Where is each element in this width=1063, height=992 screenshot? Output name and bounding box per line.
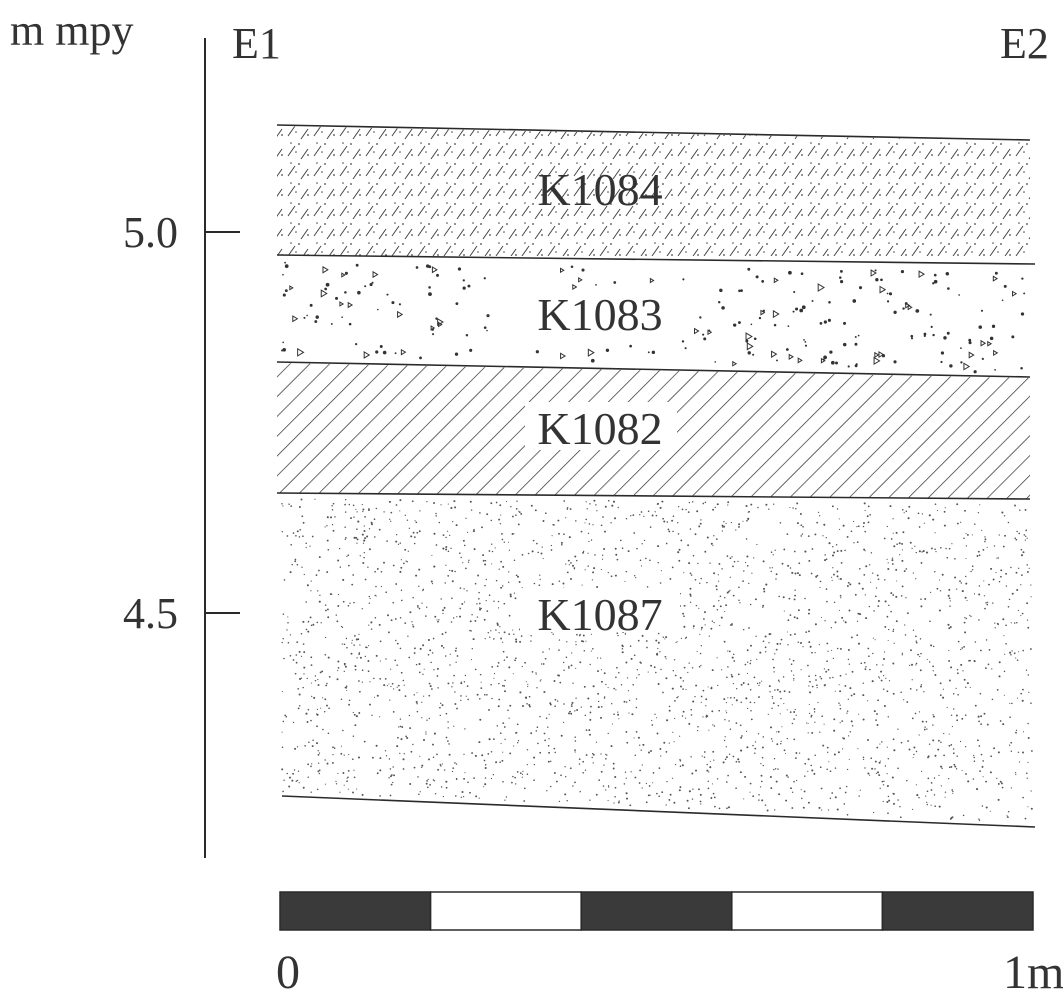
layer-k1084-fill: [277, 126, 1030, 263]
layer-k1084-label: K1084: [537, 164, 662, 215]
layer-k1087-fill: [281, 498, 1033, 822]
layer-k1083-label: K1083: [537, 289, 662, 340]
scale-bar-segment: [580, 891, 733, 931]
boundary-k1083-k1082: [276, 361, 1031, 378]
axis-tick-label-5.0: 5.0: [123, 208, 178, 257]
layer-k1084: K1084: [277, 126, 1030, 263]
scale-bar-start-label: 0: [276, 946, 300, 992]
layer-k1083-fill: [281, 261, 1026, 374]
boundary-bottom-k1087: [281, 795, 1036, 828]
scale-bar-segment: [279, 891, 432, 931]
layer-k1087: K1087: [281, 498, 1033, 822]
scale-bar-segment: [731, 891, 884, 931]
boundary-top-k1084: [276, 124, 1031, 141]
layer-k1082: K1082: [277, 363, 1030, 499]
axis-tick-label-4.5: 4.5: [123, 589, 178, 638]
layer-k1083: K1083: [277, 256, 1030, 376]
axis-unit-label: m mpy: [10, 6, 133, 55]
scale-bar-segment: [429, 891, 582, 931]
scale-bar-segment: [881, 891, 1034, 931]
boundary-k1082-k1087: [276, 492, 1031, 500]
boundary-k1084-k1083: [276, 254, 1036, 265]
profile-end-right: E2: [1000, 19, 1049, 68]
layer-k1082-label: K1082: [537, 403, 662, 454]
layer-k1087-label: K1087: [537, 589, 662, 640]
profile-end-left: E1: [232, 19, 281, 68]
scale-bar: [279, 891, 1034, 931]
scale-bar-end-label: 1m: [1003, 946, 1063, 992]
